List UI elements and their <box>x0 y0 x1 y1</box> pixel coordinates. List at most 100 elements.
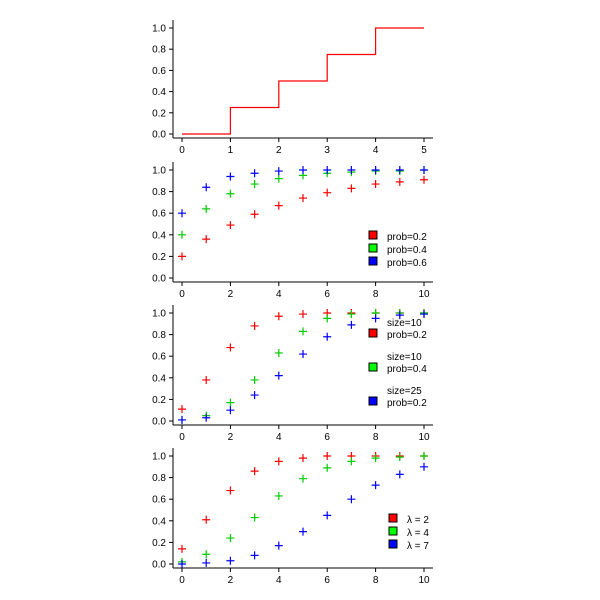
x-tick-label: 2 <box>228 575 234 586</box>
legend-label: prob=0.4 <box>387 364 427 375</box>
legend-label: prob=0.4 <box>387 245 427 256</box>
y-tick-label: 0.0 <box>152 560 166 571</box>
x-tick-label: 10 <box>418 575 430 586</box>
x-tick-label: 0 <box>179 145 185 156</box>
data-point-plus <box>226 534 235 543</box>
data-point-plus <box>178 560 186 568</box>
y-tick-label: 1.0 <box>152 452 166 463</box>
legend-label: λ = 2 <box>407 515 429 526</box>
data-point-plus <box>395 177 404 186</box>
chart-panel-1: 0.0 0.2 0.4 0.6 0.8 1.0 0 1 2 3 4 5 <box>152 20 433 156</box>
data-point-plus <box>274 371 283 380</box>
data-point-plus <box>371 454 380 463</box>
data-point-plus <box>274 167 283 176</box>
data-point-plus <box>299 310 307 319</box>
data-point-plus <box>420 166 428 174</box>
data-point-plus <box>395 311 404 320</box>
data-point-plus <box>347 184 356 193</box>
data-point-plus <box>202 558 211 567</box>
x-tick-label: 4 <box>276 432 282 443</box>
data-point-plus <box>202 550 211 559</box>
data-point-plus <box>274 201 283 210</box>
legend-label: λ = 7 <box>407 541 429 552</box>
chart-panel-3: 0.00.20.40.60.81.00 2 4 6 8 10size=10prob=0.2… <box>152 305 433 443</box>
y-tick-label: 1.0 <box>152 309 166 320</box>
data-point-plus <box>178 415 186 424</box>
data-point-plus <box>274 348 283 357</box>
data-point-plus <box>347 495 356 504</box>
legend-swatch <box>368 362 378 372</box>
y-tick-label: 0.4 <box>152 87 166 98</box>
data-point-plus <box>250 391 259 400</box>
data-point-plus <box>178 405 186 414</box>
data-point-plus <box>395 470 404 479</box>
y-tick-label: 0.2 <box>152 395 166 406</box>
legend-label: size=10 <box>387 318 422 329</box>
y-tick-label: 0.2 <box>152 108 166 119</box>
y-tick-label: 0.2 <box>152 538 166 549</box>
y-tick-label: 0.0 <box>152 274 166 285</box>
x-tick-label: 4 <box>276 289 282 300</box>
x-tick-label: 10 <box>418 432 430 443</box>
data-point-plus <box>226 189 235 198</box>
data-point-plus <box>226 221 235 230</box>
data-point-plus <box>299 474 307 483</box>
legend-label: prob=0.2 <box>387 330 427 341</box>
data-point-plus <box>250 551 259 560</box>
data-point-plus <box>395 166 404 174</box>
data-point-plus <box>395 453 404 462</box>
x-tick-label: 5 <box>421 145 427 156</box>
data-point-plus <box>274 541 283 550</box>
y-tick-label: 0.4 <box>152 516 166 527</box>
y-tick-label: 0.0 <box>152 130 166 141</box>
data-point-plus <box>250 169 259 178</box>
data-point-plus <box>347 457 356 466</box>
data-point-plus <box>371 314 380 323</box>
x-tick-label: 4 <box>373 145 379 156</box>
legend-swatch <box>368 328 378 338</box>
x-tick-label: 3 <box>324 145 330 156</box>
data-point-plus <box>299 527 307 536</box>
data-point-plus <box>274 312 283 321</box>
data-point-plus <box>420 310 428 319</box>
data-point-plus <box>420 452 428 460</box>
legend-label: prob=0.2 <box>387 232 427 243</box>
data-point-plus <box>420 462 428 471</box>
data-point-plus <box>420 175 428 184</box>
y-tick-label: 0.2 <box>152 252 166 263</box>
data-point-plus <box>299 350 307 359</box>
data-point-plus <box>202 515 211 524</box>
y-tick-label: 0.6 <box>152 209 166 220</box>
legend-swatch <box>368 256 378 266</box>
data-point-plus <box>371 166 380 174</box>
data-point-plus <box>347 166 356 174</box>
legend-label: λ = 4 <box>407 528 429 539</box>
data-point-plus <box>274 457 283 466</box>
data-point-plus <box>347 320 356 329</box>
data-point-plus <box>202 235 211 244</box>
data-point-plus <box>274 491 283 500</box>
y-tick-label: 0.6 <box>152 66 166 77</box>
data-point-plus <box>178 544 186 553</box>
x-tick-label: 6 <box>324 432 330 443</box>
data-point-plus <box>371 481 380 490</box>
data-point-plus <box>250 513 259 522</box>
data-point-plus <box>226 172 235 181</box>
data-point-plus <box>250 467 259 476</box>
y-tick-label: 0.6 <box>152 352 166 363</box>
data-point-plus <box>178 230 186 239</box>
data-point-plus <box>299 166 307 174</box>
data-point-plus <box>226 406 235 415</box>
legend-swatch <box>388 539 398 549</box>
legend-swatch <box>368 243 378 253</box>
data-point-plus <box>226 556 235 565</box>
y-tick-label: 1.0 <box>152 24 166 35</box>
data-point-plus <box>299 327 307 336</box>
data-point-plus <box>226 343 235 352</box>
data-point-plus <box>178 252 186 261</box>
x-tick-label: 0 <box>179 575 185 586</box>
x-tick-label: 10 <box>418 289 430 300</box>
data-point-plus <box>250 375 259 384</box>
data-point-plus <box>202 204 211 213</box>
